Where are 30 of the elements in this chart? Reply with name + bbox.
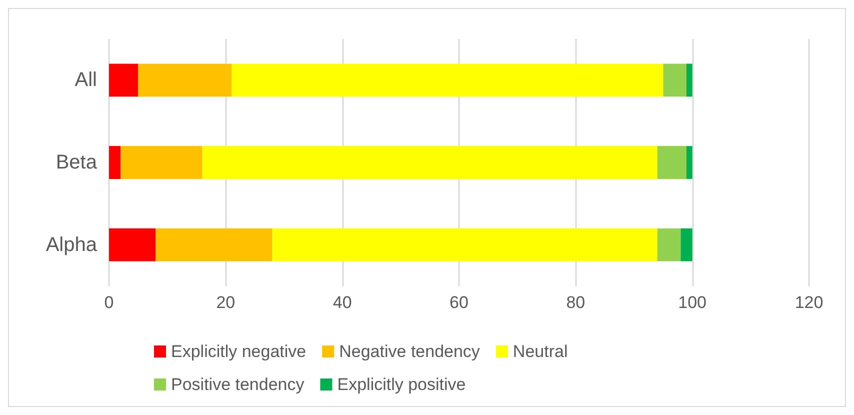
legend-label: Negative tendency <box>339 342 480 361</box>
bar <box>109 228 156 262</box>
bar <box>686 64 692 97</box>
bar <box>680 228 692 262</box>
bar <box>657 228 681 262</box>
bar <box>109 146 121 179</box>
y-tick-label: Alpha <box>46 234 98 256</box>
legend-label: Positive tendency <box>171 375 305 394</box>
x-tick-label: 0 <box>104 293 114 312</box>
x-tick-label: 80 <box>566 293 586 312</box>
bar <box>272 228 658 262</box>
x-tick-label: 40 <box>332 293 352 312</box>
bar <box>138 64 232 97</box>
bar <box>657 146 686 179</box>
legend-label: Neutral <box>512 342 568 361</box>
bar <box>232 64 664 97</box>
legend-label: Explicitly negative <box>171 342 306 361</box>
y-tick-label: All <box>74 69 97 92</box>
bar <box>109 64 138 97</box>
x-tick-label: 60 <box>450 293 468 312</box>
bar <box>120 146 202 179</box>
x-tick-label: 100 <box>678 293 707 312</box>
x-tick-label: 120 <box>794 293 824 312</box>
y-tick-label: Beta <box>56 152 98 174</box>
bar <box>156 228 272 262</box>
bar <box>663 64 686 97</box>
legend-label: Explicitly positive <box>337 375 466 394</box>
x-tick-label: 20 <box>216 293 236 312</box>
bar <box>686 146 692 179</box>
bar <box>202 146 658 179</box>
